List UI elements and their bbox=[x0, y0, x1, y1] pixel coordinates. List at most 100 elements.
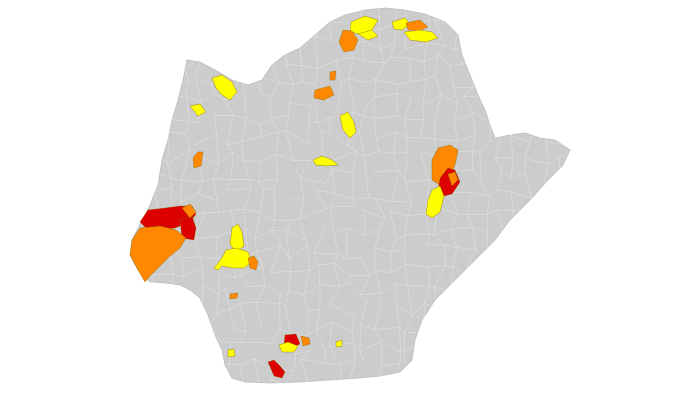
region-low[interactable] bbox=[278, 341, 299, 353]
municipal-border bbox=[375, 79, 399, 85]
municipal-border bbox=[339, 282, 350, 287]
municipal-border bbox=[134, 94, 140, 118]
municipal-border bbox=[247, 16, 261, 27]
municipal-border bbox=[399, 326, 401, 353]
region-low[interactable] bbox=[211, 74, 238, 101]
region-medium[interactable] bbox=[229, 292, 239, 300]
region-low[interactable] bbox=[339, 111, 357, 139]
municipal-border bbox=[509, 16, 531, 30]
municipal-border bbox=[194, 352, 199, 373]
municipal-border bbox=[257, 62, 266, 76]
municipal-border bbox=[472, 170, 481, 181]
municipal-border bbox=[467, 324, 482, 335]
municipal-border bbox=[299, 160, 310, 179]
municipal-border bbox=[544, 18, 550, 37]
municipal-border bbox=[530, 18, 550, 30]
region-medium[interactable] bbox=[192, 151, 204, 169]
region-low[interactable] bbox=[357, 29, 379, 41]
municipal-border bbox=[471, 152, 474, 171]
region-medium[interactable] bbox=[129, 225, 187, 283]
region-medium[interactable] bbox=[338, 29, 359, 53]
region-low[interactable] bbox=[425, 185, 445, 219]
municipal-border bbox=[293, 82, 303, 85]
region-medium[interactable] bbox=[313, 85, 335, 101]
municipal-border bbox=[202, 283, 219, 295]
municipal-border bbox=[288, 290, 304, 296]
region-low[interactable] bbox=[312, 155, 339, 167]
municipal-border bbox=[226, 385, 243, 387]
municipal-border bbox=[498, 54, 514, 59]
municipal-border bbox=[407, 213, 426, 217]
municipal-border bbox=[557, 189, 563, 222]
municipal-border bbox=[560, 43, 566, 59]
municipal-border bbox=[363, 379, 378, 383]
municipal-border bbox=[217, 294, 219, 314]
region-low[interactable] bbox=[335, 339, 343, 348]
municipal-border bbox=[304, 239, 308, 246]
municipal-border bbox=[185, 383, 198, 386]
municipal-border bbox=[544, 36, 550, 55]
municipal-border bbox=[187, 340, 195, 353]
municipal-border bbox=[242, 46, 245, 55]
municipal-border bbox=[286, 64, 302, 66]
municipal-border bbox=[374, 306, 380, 330]
municipal-border bbox=[194, 236, 218, 240]
municipal-border bbox=[511, 172, 526, 179]
municipal-border bbox=[261, 93, 271, 98]
municipal-border bbox=[214, 115, 217, 135]
municipal-border bbox=[280, 82, 294, 85]
municipal-border bbox=[226, 188, 251, 190]
municipal-border bbox=[299, 36, 316, 49]
municipal-border bbox=[300, 177, 326, 184]
municipal-border bbox=[543, 163, 550, 183]
municipal-border bbox=[379, 293, 382, 308]
region-medium[interactable] bbox=[181, 203, 197, 219]
municipal-border bbox=[301, 65, 303, 83]
municipal-border bbox=[226, 141, 242, 146]
region-low[interactable] bbox=[227, 348, 236, 358]
municipal-border bbox=[407, 202, 412, 216]
region-medium[interactable] bbox=[447, 171, 459, 187]
region-medium[interactable] bbox=[300, 335, 311, 347]
municipal-border bbox=[338, 82, 341, 108]
municipal-border bbox=[264, 285, 281, 295]
municipal-border bbox=[389, 41, 396, 57]
municipal-border bbox=[306, 245, 315, 254]
municipal-border bbox=[497, 361, 502, 383]
municipal-border bbox=[512, 100, 516, 118]
region-medium[interactable] bbox=[247, 255, 259, 271]
municipal-border bbox=[405, 264, 408, 286]
region-medium[interactable] bbox=[431, 144, 459, 186]
region-low[interactable] bbox=[213, 247, 253, 271]
municipal-border bbox=[241, 117, 247, 142]
region-medium[interactable] bbox=[329, 70, 337, 81]
municipal-border bbox=[524, 158, 550, 165]
municipal-border bbox=[374, 247, 391, 253]
region-low[interactable] bbox=[391, 17, 411, 31]
municipal-border bbox=[290, 196, 305, 202]
region-low[interactable] bbox=[189, 103, 207, 117]
municipal-border bbox=[390, 264, 406, 273]
region-high[interactable] bbox=[267, 359, 286, 379]
municipal-border bbox=[258, 161, 261, 182]
municipal-border bbox=[122, 236, 125, 250]
municipal-border bbox=[497, 168, 503, 190]
municipal-border bbox=[346, 227, 348, 260]
municipal-border bbox=[288, 271, 291, 291]
municipal-border bbox=[255, 230, 272, 239]
municipal-border bbox=[214, 41, 218, 58]
municipal-border bbox=[316, 309, 321, 331]
region-medium[interactable] bbox=[405, 19, 429, 32]
region-low[interactable] bbox=[403, 29, 439, 43]
municipal-border bbox=[175, 306, 191, 309]
municipal-border bbox=[300, 8, 308, 28]
municipal-border bbox=[285, 290, 290, 305]
municipal-border bbox=[226, 54, 243, 63]
municipal-border bbox=[329, 150, 356, 162]
municipal-border bbox=[309, 380, 324, 383]
municipal-border bbox=[480, 275, 483, 285]
municipal-border bbox=[194, 76, 202, 103]
region-low[interactable] bbox=[229, 223, 245, 253]
municipal-border bbox=[136, 170, 150, 176]
municipal-border bbox=[408, 381, 424, 383]
